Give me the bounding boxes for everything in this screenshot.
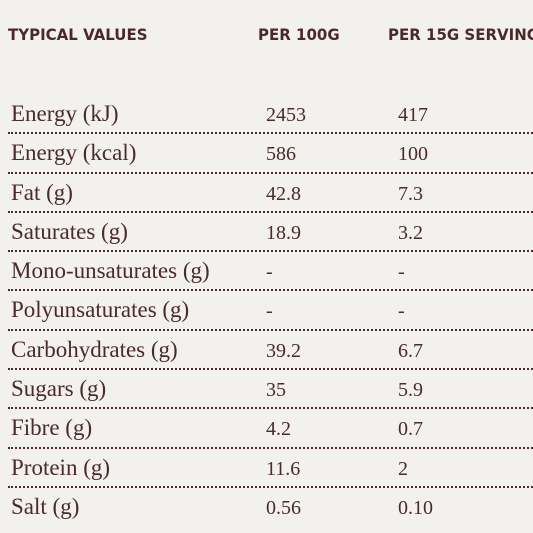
nutrient-label: Energy (kJ)	[11, 101, 119, 126]
header-per-serving: PER 15G SERVING	[388, 24, 533, 45]
value-per-serving: 100	[398, 143, 428, 166]
nutrient-label: Protein (g)	[11, 454, 111, 480]
nutrient-label: Mono-unsaturates (g)	[11, 258, 210, 284]
value-per-100g: -	[266, 300, 273, 323]
value-per-serving: 0.7	[398, 418, 423, 441]
table-row: Saturates (g) 18.9 3.2	[8, 213, 533, 253]
table-row: Carbohydrates (g) 39.2 6.7	[8, 331, 533, 371]
nutrient-label: Energy (kcal)	[11, 140, 137, 166]
value-per-serving: 7.3	[398, 182, 423, 205]
value-per-serving: 417	[398, 104, 428, 126]
row-divider	[8, 210, 533, 213]
row-divider	[8, 368, 533, 371]
value-per-100g: -	[266, 261, 273, 284]
row-divider	[8, 132, 533, 135]
value-per-100g: 0.56	[266, 496, 301, 519]
nutrient-label: Polyunsaturates (g)	[11, 297, 190, 323]
value-per-serving: 2	[398, 457, 408, 480]
header-typical-values: TYPICAL VALUES	[8, 24, 148, 45]
table-row: Fibre (g) 4.2 0.7	[8, 409, 533, 449]
value-per-serving: 3.2	[398, 221, 423, 244]
nutrient-label: Saturates (g)	[11, 218, 128, 244]
value-per-serving: -	[398, 261, 405, 284]
nutrient-label: Salt (g)	[11, 493, 80, 519]
nutrient-label: Carbohydrates (g)	[11, 336, 178, 362]
table-header: TYPICAL VALUES PER 100G PER 15G SERVING	[0, 25, 533, 53]
table-row: Fat (g) 42.8 7.3	[8, 174, 533, 213]
row-divider	[8, 171, 533, 174]
row-divider	[8, 446, 533, 449]
row-divider	[8, 289, 533, 292]
table-row: Protein (g) 11.6 2	[8, 449, 533, 488]
value-per-serving: 5.9	[398, 379, 423, 402]
table-row: Sugars (g) 35 5.9	[8, 370, 533, 410]
table-row: Salt (g) 0.56 0.10	[8, 488, 533, 527]
row-divider	[8, 485, 533, 488]
value-per-100g: 35	[266, 379, 286, 402]
nutrient-label: Sugars (g)	[11, 376, 107, 402]
value-per-serving: 6.7	[398, 339, 423, 362]
row-divider	[8, 250, 533, 253]
table-row: Energy (kJ) 2453 417	[8, 95, 533, 135]
value-per-100g: 11.6	[266, 457, 301, 480]
value-per-100g: 42.8	[266, 182, 301, 205]
table-row: Energy (kcal) 586 100	[8, 134, 533, 174]
value-per-100g: 18.9	[266, 221, 301, 244]
nutrient-label: Fat (g)	[11, 179, 73, 205]
value-per-serving: 0.10	[398, 496, 433, 519]
nutrient-label: Fibre (g)	[11, 415, 93, 441]
value-per-100g: 4.2	[266, 418, 291, 441]
value-per-100g: 39.2	[266, 339, 301, 362]
row-divider	[8, 328, 533, 331]
value-per-100g: 586	[266, 143, 296, 166]
table-row: Mono-unsaturates (g) - -	[8, 252, 533, 292]
table-row: Polyunsaturates (g) - -	[8, 291, 533, 331]
header-per-100g: PER 100G	[258, 24, 340, 45]
value-per-100g: 2453	[266, 104, 306, 126]
row-divider	[8, 407, 533, 410]
value-per-serving: -	[398, 300, 405, 323]
nutrition-table: Energy (kJ) 2453 417 Energy (kcal) 586 1…	[8, 95, 533, 533]
